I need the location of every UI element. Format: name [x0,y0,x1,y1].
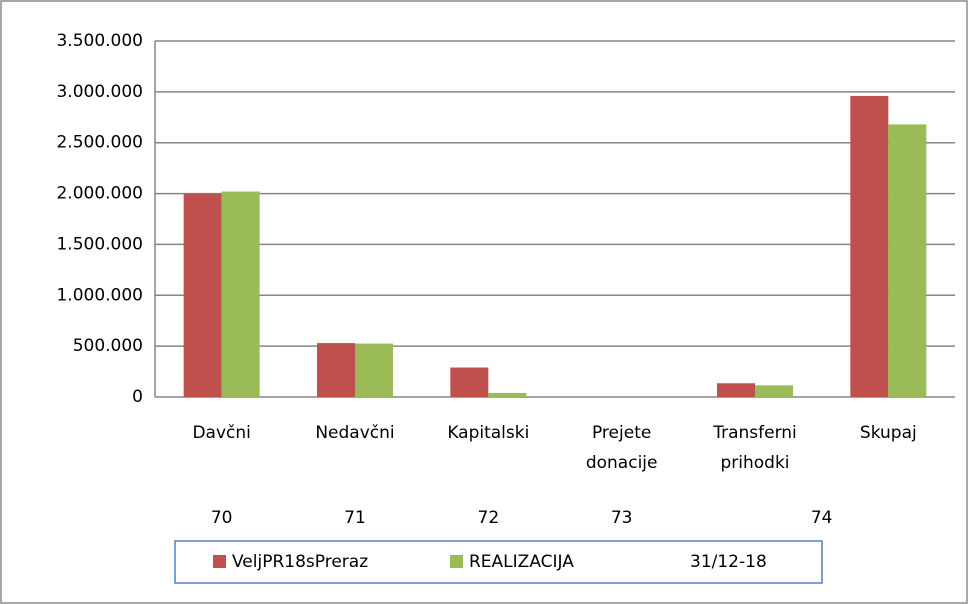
bar [850,95,889,397]
x-tick-label: Davčni [192,423,250,443]
group-label: 74 [811,508,833,528]
bar [221,191,260,397]
x-tick-label: prihodki [720,453,789,473]
group-label: 73 [611,508,633,528]
bar [317,343,355,397]
y-tick-label: 3.500.000 [56,31,143,51]
y-tick-label: 2.000.000 [56,184,143,204]
bar [888,124,927,398]
bar [488,392,527,397]
legend-label: REALIZACIJA [469,552,574,572]
bar [355,343,393,397]
bar [755,385,793,397]
y-tick-label: 1.000.000 [56,285,143,305]
legend-swatch [450,555,463,568]
legend-label: VeljPR18sPreraz [232,552,368,572]
x-tick-label: Transferni [712,423,797,443]
group-label: 70 [211,508,233,528]
x-tick-label: Nedavčni [315,423,394,443]
x-tick-label: Prejete [592,423,651,443]
x-tick-label: donacije [586,453,658,473]
y-tick-label: 1.500.000 [56,234,143,254]
bar [450,367,489,397]
group-label: 71 [344,508,366,528]
bar [183,193,222,397]
legend-swatch [213,555,226,568]
x-tick-label: Kapitalski [447,423,529,443]
legend-note: 31/12-18 [690,552,767,572]
y-tick-label: 500.000 [73,336,143,356]
y-tick-label: 2.500.000 [56,133,143,153]
bar [717,383,755,397]
legend-box [174,540,823,584]
group-label: 72 [478,508,500,528]
y-tick-label: 0 [132,387,143,407]
x-tick-label: Skupaj [860,423,917,443]
y-tick-label: 3.000.000 [56,82,143,102]
